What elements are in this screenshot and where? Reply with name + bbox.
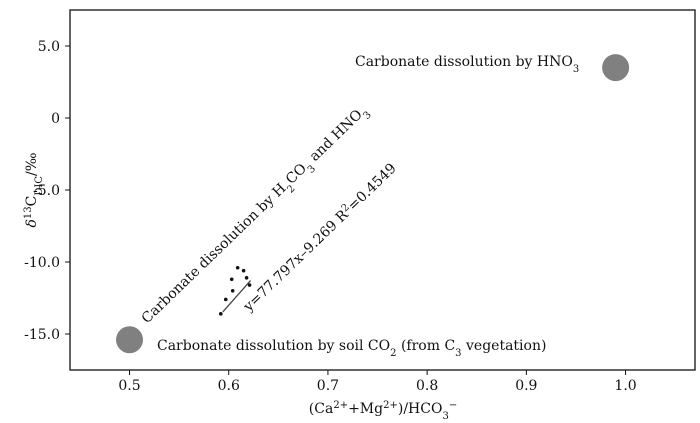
sample-point [229, 277, 234, 282]
x-tick-label: 0.5 [118, 378, 140, 394]
sample-point [235, 265, 240, 270]
x-tick-label: 1.0 [614, 378, 636, 394]
y-tick-label: -5.0 [33, 183, 60, 199]
plot-frame [69, 9, 696, 371]
sample-point [223, 297, 228, 302]
sample-point [244, 276, 249, 280]
y-axis-title: δ13CDIC/‰ [23, 152, 45, 227]
y-tick-label: -15.0 [24, 327, 60, 343]
sample-point [230, 289, 235, 293]
endmember-label-hno3: Carbonate dissolution by HNO3 [355, 54, 579, 75]
endmember-point [602, 54, 630, 82]
sample-point [241, 268, 246, 273]
sample-point [218, 312, 223, 316]
y-axis-ticks: 5.0 0 -5.0 -10.0 -15.0 [24, 39, 70, 343]
regression-equation: y=77.797x–9.269 R2=0.4549 [239, 159, 400, 315]
samples [218, 265, 252, 316]
x-tick-label: 0.7 [317, 378, 339, 394]
endmember-label-soil-co2: Carbonate dissolution by soil CO2 (from … [157, 338, 546, 359]
y-tick-label: 5.0 [38, 39, 60, 55]
x-tick-label: 0.8 [416, 378, 438, 394]
sample-point [247, 283, 252, 287]
x-axis-title: (Ca2++Mg2+)/HCO3− [309, 400, 457, 422]
x-tick-label: 0.9 [515, 378, 537, 394]
y-tick-label: 0 [51, 111, 60, 127]
x-tick-label: 0.6 [218, 378, 240, 394]
regression-line [222, 280, 252, 313]
x-axis-ticks: 0.5 0.6 0.7 0.8 0.9 1.0 [118, 370, 637, 394]
endmembers [116, 54, 630, 354]
y-tick-label: -10.0 [24, 255, 60, 271]
endmember-point [116, 326, 144, 354]
